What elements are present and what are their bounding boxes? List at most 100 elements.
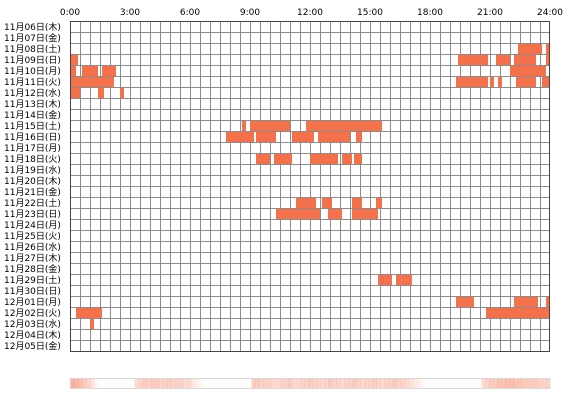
summary-cell — [340, 378, 345, 389]
day-label: 12月05日(金) — [4, 340, 61, 352]
day-label: 11月11日(火) — [4, 77, 61, 88]
summary-cell — [461, 378, 465, 389]
summary-cell — [320, 378, 325, 389]
summary-cell — [376, 378, 381, 389]
summary-cell — [352, 378, 357, 389]
summary-cell — [400, 378, 406, 389]
day-label: 11月27日(木) — [4, 252, 61, 264]
x-tick-labels: 0:00 3:00 6:00 9:00 12:00 15:00 18:00 21:00 24:0… — [60, 8, 563, 18]
day-label: 11月10日(月) — [4, 66, 61, 77]
activity-bar — [542, 77, 550, 87]
summary-cell — [259, 378, 265, 389]
day-label: 12月03日(水) — [4, 318, 61, 330]
summary-cell — [279, 378, 285, 389]
day-label: 11月21日(金) — [4, 186, 61, 198]
summary-cell — [267, 378, 273, 389]
day-label: 11月15日(土) — [4, 120, 61, 132]
activity-bar — [352, 209, 378, 219]
summary-cell — [388, 378, 394, 389]
summary-cell — [445, 378, 449, 389]
summary-cell — [231, 378, 235, 389]
summary-cell — [537, 378, 543, 389]
summary-cell — [255, 378, 260, 389]
day-label: 11月18日(火) — [4, 154, 61, 165]
summary-cell — [356, 378, 361, 389]
summary-cell — [247, 378, 251, 389]
day-label: 11月06日(木) — [4, 21, 61, 33]
summary-cell — [465, 378, 469, 389]
day-label: 11月25日(火) — [4, 231, 61, 242]
summary-cell — [453, 378, 457, 389]
day-label: 12月04日(木) — [4, 329, 61, 341]
summary-cell — [303, 378, 309, 389]
day-label: 11月08日(土) — [4, 43, 61, 55]
activity-bar — [274, 154, 292, 164]
day-label: 12月02日(火) — [4, 308, 61, 319]
activity-bar — [292, 132, 314, 142]
summary-cell — [291, 378, 297, 389]
summary-cell — [489, 378, 494, 389]
summary-cell — [122, 378, 126, 389]
summary-cell — [505, 378, 511, 389]
activity-bar — [458, 55, 488, 65]
summary-cell — [529, 378, 535, 389]
summary-cell — [126, 378, 130, 389]
summary-cell — [344, 378, 349, 389]
activity-bar — [70, 77, 114, 87]
day-label: 11月29日(土) — [4, 274, 61, 286]
summary-cell — [517, 378, 523, 389]
summary-cell — [251, 378, 256, 389]
activity-bar — [456, 297, 474, 307]
summary-cell — [74, 378, 79, 389]
summary-cell — [497, 378, 502, 389]
summary-cell — [227, 378, 231, 389]
x-tick-label: 24:00 — [537, 8, 563, 18]
summary-cell — [82, 378, 87, 389]
summary-cell — [433, 378, 437, 389]
activity-bar — [120, 88, 124, 98]
chart-grid — [70, 21, 550, 351]
summary-cell — [142, 378, 148, 389]
activity-bar — [250, 121, 290, 131]
summary-cell — [170, 378, 176, 389]
activity-bar — [396, 275, 412, 285]
summary-cell — [134, 378, 139, 389]
x-tick-label: 21:00 — [477, 8, 503, 18]
summary-cell — [299, 378, 305, 389]
summary-cell — [441, 378, 445, 389]
summary-cell — [243, 378, 247, 389]
summary-cell — [473, 378, 477, 389]
summary-cell — [420, 378, 426, 389]
day-label: 11月07日(金) — [4, 32, 61, 44]
activity-bar — [310, 154, 338, 164]
summary-cell — [509, 378, 515, 389]
activity-bar — [70, 55, 78, 65]
summary-cell — [146, 378, 152, 389]
summary-cell — [94, 378, 99, 389]
day-label: 11月09日(日) — [4, 55, 61, 66]
summary-cell — [328, 378, 333, 389]
activity-bar — [256, 154, 270, 164]
summary-cell — [316, 378, 321, 389]
summary-cell — [416, 378, 422, 389]
x-tick-label: 12:00 — [297, 8, 323, 18]
summary-cell — [332, 378, 337, 389]
summary-border — [70, 378, 550, 389]
summary-cell — [287, 378, 293, 389]
summary-cell — [275, 378, 281, 389]
day-label: 11月13日(木) — [4, 98, 61, 110]
activity-bar — [456, 77, 488, 87]
summary-cell — [501, 378, 507, 389]
summary-cell — [295, 378, 301, 389]
activity-bar — [354, 154, 362, 164]
summary-cell — [412, 378, 418, 389]
summary-cell — [425, 378, 429, 389]
activity-bar — [514, 55, 536, 65]
summary-cell — [469, 378, 473, 389]
x-tick-label: 9:00 — [240, 8, 260, 18]
activity-bar — [356, 132, 362, 142]
activity-bar — [518, 44, 542, 54]
x-tick-label: 15:00 — [357, 8, 383, 18]
summary-cell — [307, 378, 313, 389]
activity-bar — [516, 77, 536, 87]
